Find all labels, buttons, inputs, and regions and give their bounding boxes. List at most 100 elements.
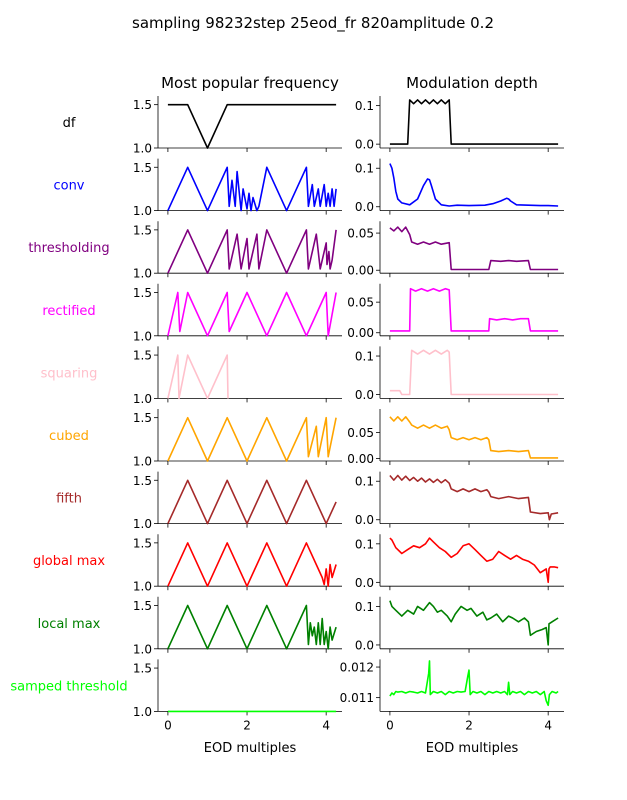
y-tick-label: 0.05 [347, 296, 374, 310]
row-label: thresholding [28, 241, 109, 256]
y-tick-label: 1.0 [133, 705, 152, 719]
panel-depth: 0.0 0.1 [355, 471, 564, 528]
y-tick-label: 0.00 [347, 326, 374, 340]
x-tick-label: 0 [386, 718, 394, 732]
y-tick-label: 1.0 [133, 267, 152, 281]
series-line-depth [389, 415, 559, 459]
y-tick-label: 0.0 [355, 138, 374, 152]
y-tick-label: 0.1 [355, 99, 374, 113]
y-tick-label: 0.011 [340, 691, 374, 705]
row-label: rectified [42, 304, 95, 319]
series-line-freq [167, 604, 337, 650]
y-tick-label: 0.1 [355, 475, 374, 489]
panel-freq: 1.0 1.5 0 2 4 [133, 659, 342, 732]
panel-freq: 1.0 1.5 [133, 158, 342, 218]
y-tick-label: 0.1 [355, 537, 374, 551]
y-tick-label: 1.0 [133, 142, 152, 156]
column-title-frequency: Most popular frequency [161, 74, 339, 92]
series-line-depth [389, 287, 559, 332]
y-tick-label: 1.0 [133, 517, 152, 531]
y-tick-label: 0.05 [347, 227, 374, 241]
panel-depth: 0.00 0.05 [347, 221, 564, 278]
series-line-depth [389, 600, 559, 646]
y-tick-label: 1.0 [133, 329, 152, 343]
series-line-freq [167, 166, 337, 212]
y-tick-label: 0.1 [355, 350, 374, 364]
panel-freq: 1.0 1.5 [133, 534, 342, 594]
row-label: samped threshold [10, 679, 127, 694]
y-tick-label: 1.5 [133, 223, 152, 237]
y-tick-label: 1.5 [133, 474, 152, 488]
row-label: cubed [49, 429, 89, 444]
y-tick-label: 0.0 [355, 200, 374, 214]
panel-freq: 1.0 1.5 [133, 596, 342, 656]
panel-freq: 1.0 1.5 [133, 221, 342, 281]
y-tick-label: 1.0 [133, 580, 152, 594]
panel-grid: df 1.0 1.5 0.0 0.1 conv 1.0 1.5 0.0 0.1 thresholdi… [10, 96, 564, 732]
y-tick-label: 0.012 [340, 661, 374, 675]
series-line-freq [167, 229, 337, 275]
series-line-depth [389, 537, 559, 584]
y-tick-label: 0.0 [355, 513, 374, 527]
y-tick-label: 0.00 [347, 264, 374, 278]
series-line-freq [167, 291, 337, 337]
x-axis-label-depth: EOD multiples [426, 741, 519, 756]
x-tick-label: 4 [322, 718, 330, 732]
x-tick-label: 0 [164, 718, 172, 732]
column-title-depth: Modulation depth [406, 74, 538, 92]
series-line-freq [167, 416, 337, 462]
y-tick-label: 1.5 [133, 286, 152, 300]
panel-freq: 1.0 1.5 [133, 409, 342, 469]
y-tick-label: 1.5 [133, 98, 152, 112]
y-tick-label: 1.5 [133, 411, 152, 425]
y-tick-label: 0.05 [347, 426, 374, 440]
y-tick-label: 1.0 [133, 455, 152, 469]
panel-depth: 0.011 0.012 0 2 4 [340, 659, 564, 732]
y-tick-label: 0.1 [355, 162, 374, 176]
row-label: global max [33, 554, 105, 569]
x-tick-label: 2 [465, 718, 473, 732]
panel-depth: 0.0 0.1 [355, 158, 564, 215]
y-tick-label: 1.5 [133, 349, 152, 363]
y-tick-label: 0.0 [355, 638, 374, 652]
series-line-freq [167, 479, 337, 525]
row-label: df [63, 116, 76, 131]
panel-depth: 0.00 0.05 [347, 283, 564, 340]
series-line-depth [389, 349, 559, 396]
series-line-freq [167, 103, 337, 149]
y-tick-label: 1.5 [133, 662, 152, 676]
panel-depth: 0.0 0.1 [355, 596, 564, 653]
x-tick-label: 2 [243, 718, 251, 732]
y-tick-label: 0.1 [355, 600, 374, 614]
x-tick-label: 4 [544, 718, 552, 732]
series-line-depth [389, 163, 559, 207]
panel-depth: 0.0 0.1 [355, 96, 564, 152]
row-label: fifth [56, 492, 82, 507]
y-tick-label: 1.5 [133, 161, 152, 175]
series-line-freq [167, 354, 229, 400]
row-label: conv [53, 179, 84, 194]
panel-freq: 1.0 1.5 [133, 96, 342, 156]
panel-depth: 0.0 0.1 [355, 534, 564, 591]
y-tick-label: 0.0 [355, 576, 374, 590]
series-line-depth [389, 660, 559, 707]
panel-freq: 1.0 1.5 [133, 283, 342, 343]
y-tick-label: 1.5 [133, 599, 152, 613]
y-tick-label: 0.00 [347, 452, 374, 466]
y-tick-label: 1.0 [133, 642, 152, 656]
y-tick-label: 1.0 [133, 204, 152, 218]
panel-depth: 0.00 0.05 [347, 409, 564, 466]
x-axis-label-frequency: EOD multiples [204, 741, 297, 756]
row-label: squaring [41, 366, 98, 381]
panel-freq: 1.0 1.5 [133, 471, 342, 531]
y-tick-label: 1.0 [133, 392, 152, 406]
series-line-depth [389, 474, 559, 521]
panel-freq: 1.0 1.5 [133, 346, 342, 406]
y-tick-label: 0.0 [355, 388, 374, 402]
row-label: local max [38, 617, 101, 632]
series-line-freq [167, 542, 337, 588]
panel-depth: 0.0 0.1 [355, 346, 564, 403]
series-line-depth [389, 99, 559, 145]
figure-title: sampling 98232step 25eod_fr 820amplitude… [132, 14, 494, 33]
